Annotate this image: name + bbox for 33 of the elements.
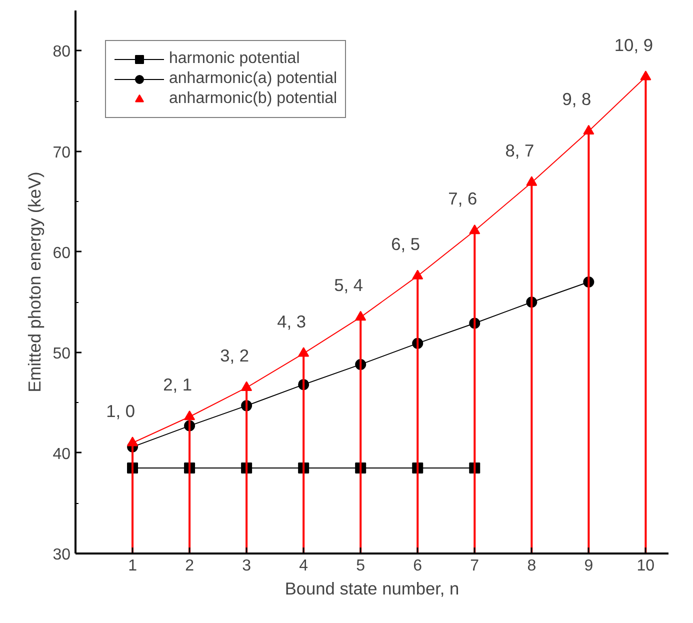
x-tick-label: 5 (356, 558, 366, 574)
legend-label: anharmonic(b) potential (169, 90, 338, 108)
x-tick-label: 10 (636, 558, 655, 574)
x-axis-title: Bound state number, n (284, 578, 460, 598)
y-tick-label: 80 (52, 44, 71, 61)
annotation: 5, 4 (334, 275, 364, 296)
y-tick-label: 40 (52, 446, 71, 463)
annotation: 8, 7 (505, 140, 534, 160)
annotation: 4, 3 (277, 311, 306, 332)
annotation: 1, 0 (106, 400, 135, 421)
y-tick-label: 50 (52, 345, 71, 362)
legend-label: anharmonic(a) potential (169, 70, 338, 88)
x-tick-label: 8 (527, 558, 536, 574)
y-tick-label: 70 (52, 144, 71, 162)
y-tick-label: 60 (52, 244, 71, 262)
annotation: 3, 2 (220, 346, 250, 366)
y-axis-title: Emitted photon energy (keV) (24, 172, 45, 392)
x-tick-label: 7 (470, 558, 480, 574)
x-tick-label: 1 (128, 558, 138, 574)
x-tick-label: 4 (299, 558, 308, 574)
annotation: 7, 6 (448, 188, 478, 209)
point (640, 70, 652, 80)
annotation: 10, 9 (614, 34, 653, 55)
x-tick-label: 9 (584, 558, 594, 574)
annotation: 2, 1 (163, 374, 192, 395)
x-tick-label: 3 (242, 558, 252, 574)
point (127, 436, 138, 446)
y-tick-label: 30 (52, 546, 71, 564)
x-tick-label: 2 (185, 558, 194, 574)
annotation: 9, 8 (562, 89, 592, 110)
annotation: 6, 5 (391, 234, 420, 254)
legend-label: harmonic potential (169, 50, 300, 68)
x-tick-label: 6 (413, 558, 422, 574)
